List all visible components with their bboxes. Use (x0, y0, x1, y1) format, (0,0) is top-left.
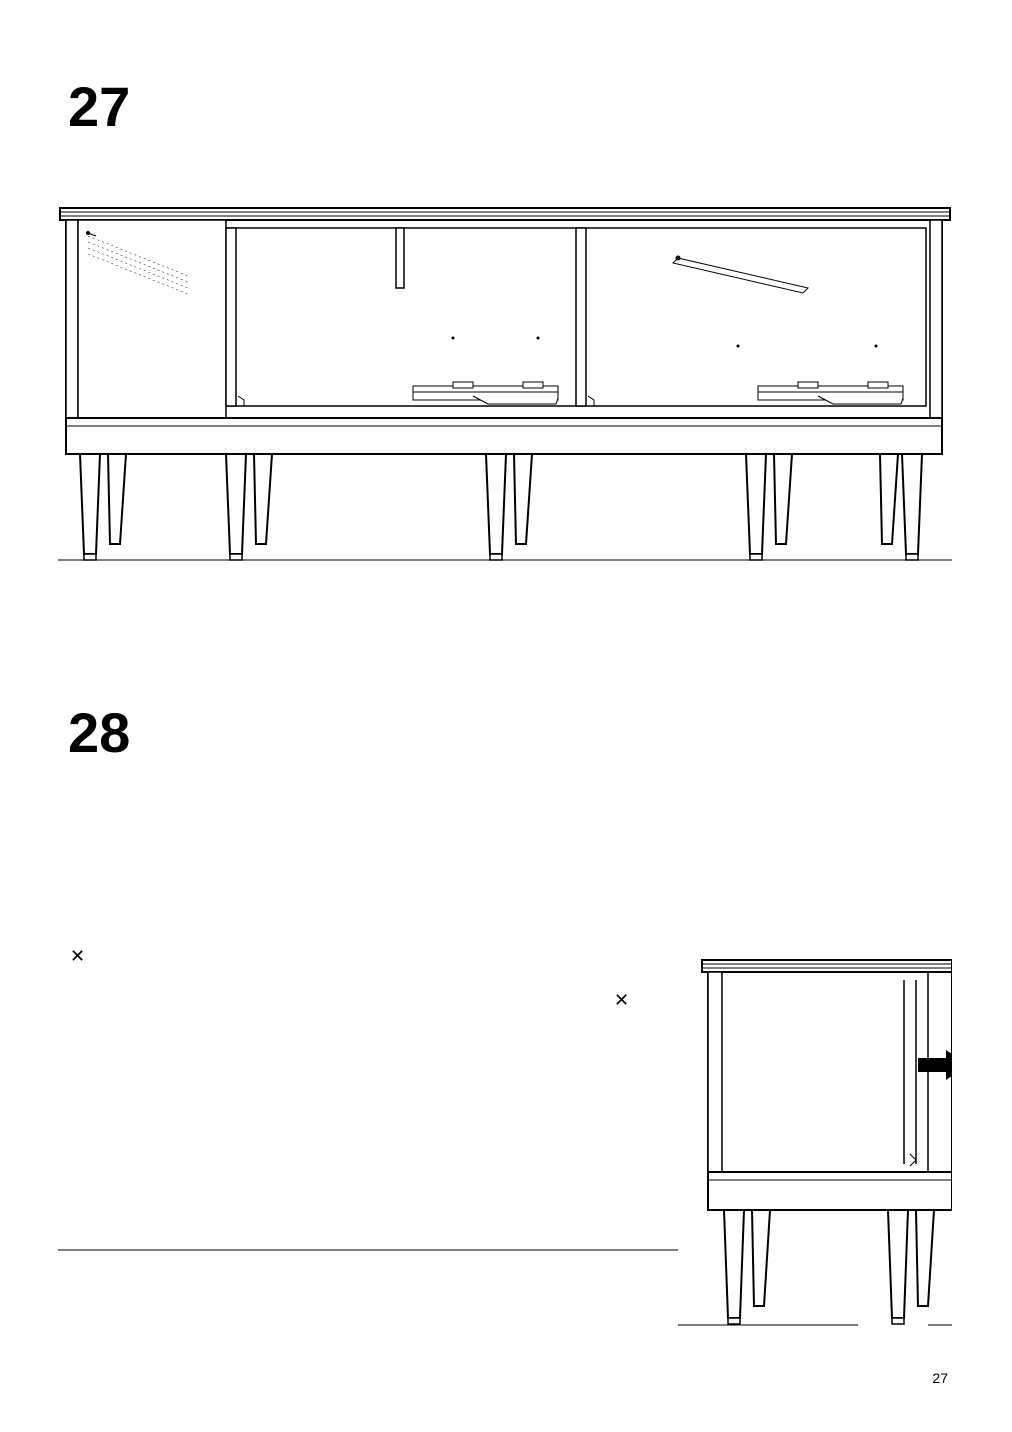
page-number: 27 (932, 1370, 948, 1386)
step-28-diagram (58, 950, 952, 1340)
step-28-number: 28 (68, 700, 130, 765)
step-27-diagram (58, 198, 952, 568)
furniture-side-push-diagram-28 (58, 950, 952, 1340)
step-27-number: 27 (68, 74, 130, 139)
furniture-assembly-diagram-27 (58, 198, 952, 568)
